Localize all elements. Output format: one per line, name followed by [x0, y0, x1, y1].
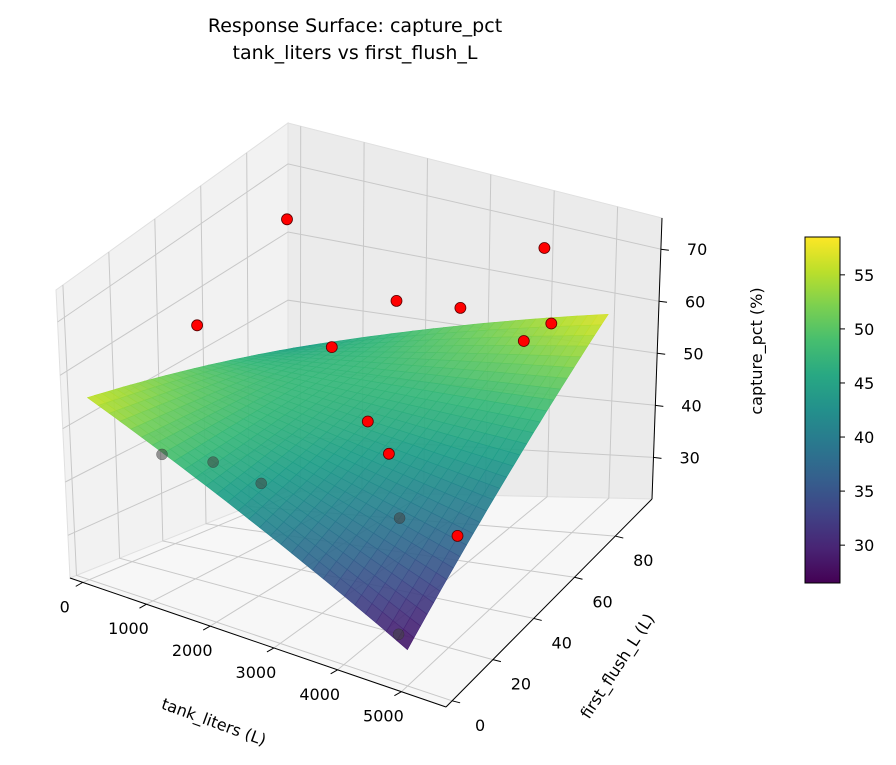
- x-tick-label: 1000: [108, 619, 149, 638]
- data-point: [361, 415, 374, 428]
- y-tick-label: 60: [592, 592, 612, 611]
- data-point: [451, 530, 464, 542]
- data-point: [390, 294, 403, 307]
- axis-ticks: 0 1000 2000 3000 4000 5000 0 20 40 60 80 30 40 50 60 70: [60, 240, 708, 735]
- x-tick: [394, 691, 402, 697]
- y-tick: [533, 617, 542, 621]
- data-point: [255, 477, 267, 490]
- colorbar: 30 35 40 45 50 55: [804, 236, 874, 584]
- y-tick: [451, 700, 461, 704]
- data-point: [207, 456, 219, 468]
- grid-line-z: [57, 163, 662, 323]
- x-axis-line: [69, 577, 447, 708]
- axis-lines: [69, 217, 663, 708]
- data-point: [393, 512, 406, 524]
- x-tick-label: 3000: [236, 663, 277, 682]
- colorbar-gradient: [804, 236, 841, 584]
- z-tick: [657, 352, 666, 355]
- data-point: [517, 335, 530, 347]
- x-axis-label: tank_liters (L): [159, 694, 269, 750]
- grid-line-x: [401, 206, 619, 693]
- data-point: [382, 447, 395, 460]
- data-point: [191, 319, 204, 332]
- scatter-front: [156, 213, 558, 641]
- data-point: [156, 448, 168, 461]
- y-tick: [574, 576, 583, 580]
- z-axis-label: capture_pct (%): [747, 287, 767, 414]
- y-tick-label: 0: [475, 716, 485, 735]
- data-point: [325, 341, 338, 354]
- x-tick: [266, 647, 275, 653]
- z-tick-label: 30: [680, 448, 700, 467]
- colorbar-tick-label: 55: [854, 266, 874, 285]
- x-tick: [202, 625, 211, 631]
- y-tick: [492, 659, 502, 663]
- z-tick-label: 60: [685, 292, 705, 311]
- grid-line-y: [108, 251, 494, 661]
- colorbar-tick-label: 30: [854, 536, 874, 555]
- chart-subtitle: tank_liters vs first_flush_L: [233, 42, 478, 64]
- z-tick: [653, 456, 662, 459]
- colorbar-tick-label: 35: [854, 482, 874, 501]
- grid-line-z: [59, 231, 660, 376]
- x-tick: [75, 581, 83, 587]
- x-tick: [330, 669, 338, 675]
- data-point: [538, 242, 551, 254]
- z-tick: [658, 300, 668, 303]
- z-axis-line: [651, 217, 663, 500]
- y-tick: [615, 535, 624, 539]
- z-tick-label: 50: [683, 344, 703, 363]
- y-tick-label: 80: [633, 551, 653, 570]
- colorbar-tick-label: 45: [854, 374, 874, 393]
- y-tick-label: 40: [552, 633, 572, 652]
- data-point: [392, 628, 405, 641]
- y-axis-line: [445, 498, 653, 708]
- data-point: [454, 301, 467, 314]
- colorbar-tick-label: 50: [854, 320, 874, 339]
- y-tick-label: 20: [511, 675, 531, 694]
- x-tick-label: 0: [60, 597, 70, 616]
- x-tick-label: 5000: [363, 707, 404, 726]
- chart-title: Response Surface: capture_pct: [208, 15, 502, 37]
- z-tick: [660, 248, 669, 251]
- data-point: [545, 317, 558, 330]
- colorbar-tick-label: 40: [854, 428, 874, 447]
- x-tick-label: 2000: [172, 641, 213, 660]
- z-tick-label: 40: [681, 396, 701, 415]
- z-tick-label: 70: [687, 240, 707, 259]
- y-axis-label: first_flush_L (L): [576, 610, 659, 723]
- data-point: [281, 213, 293, 226]
- grid-line-y: [62, 284, 453, 702]
- x-tick: [139, 603, 147, 609]
- x-tick-label: 4000: [299, 685, 340, 704]
- response-surface: [86, 313, 609, 651]
- z-tick: [655, 404, 664, 407]
